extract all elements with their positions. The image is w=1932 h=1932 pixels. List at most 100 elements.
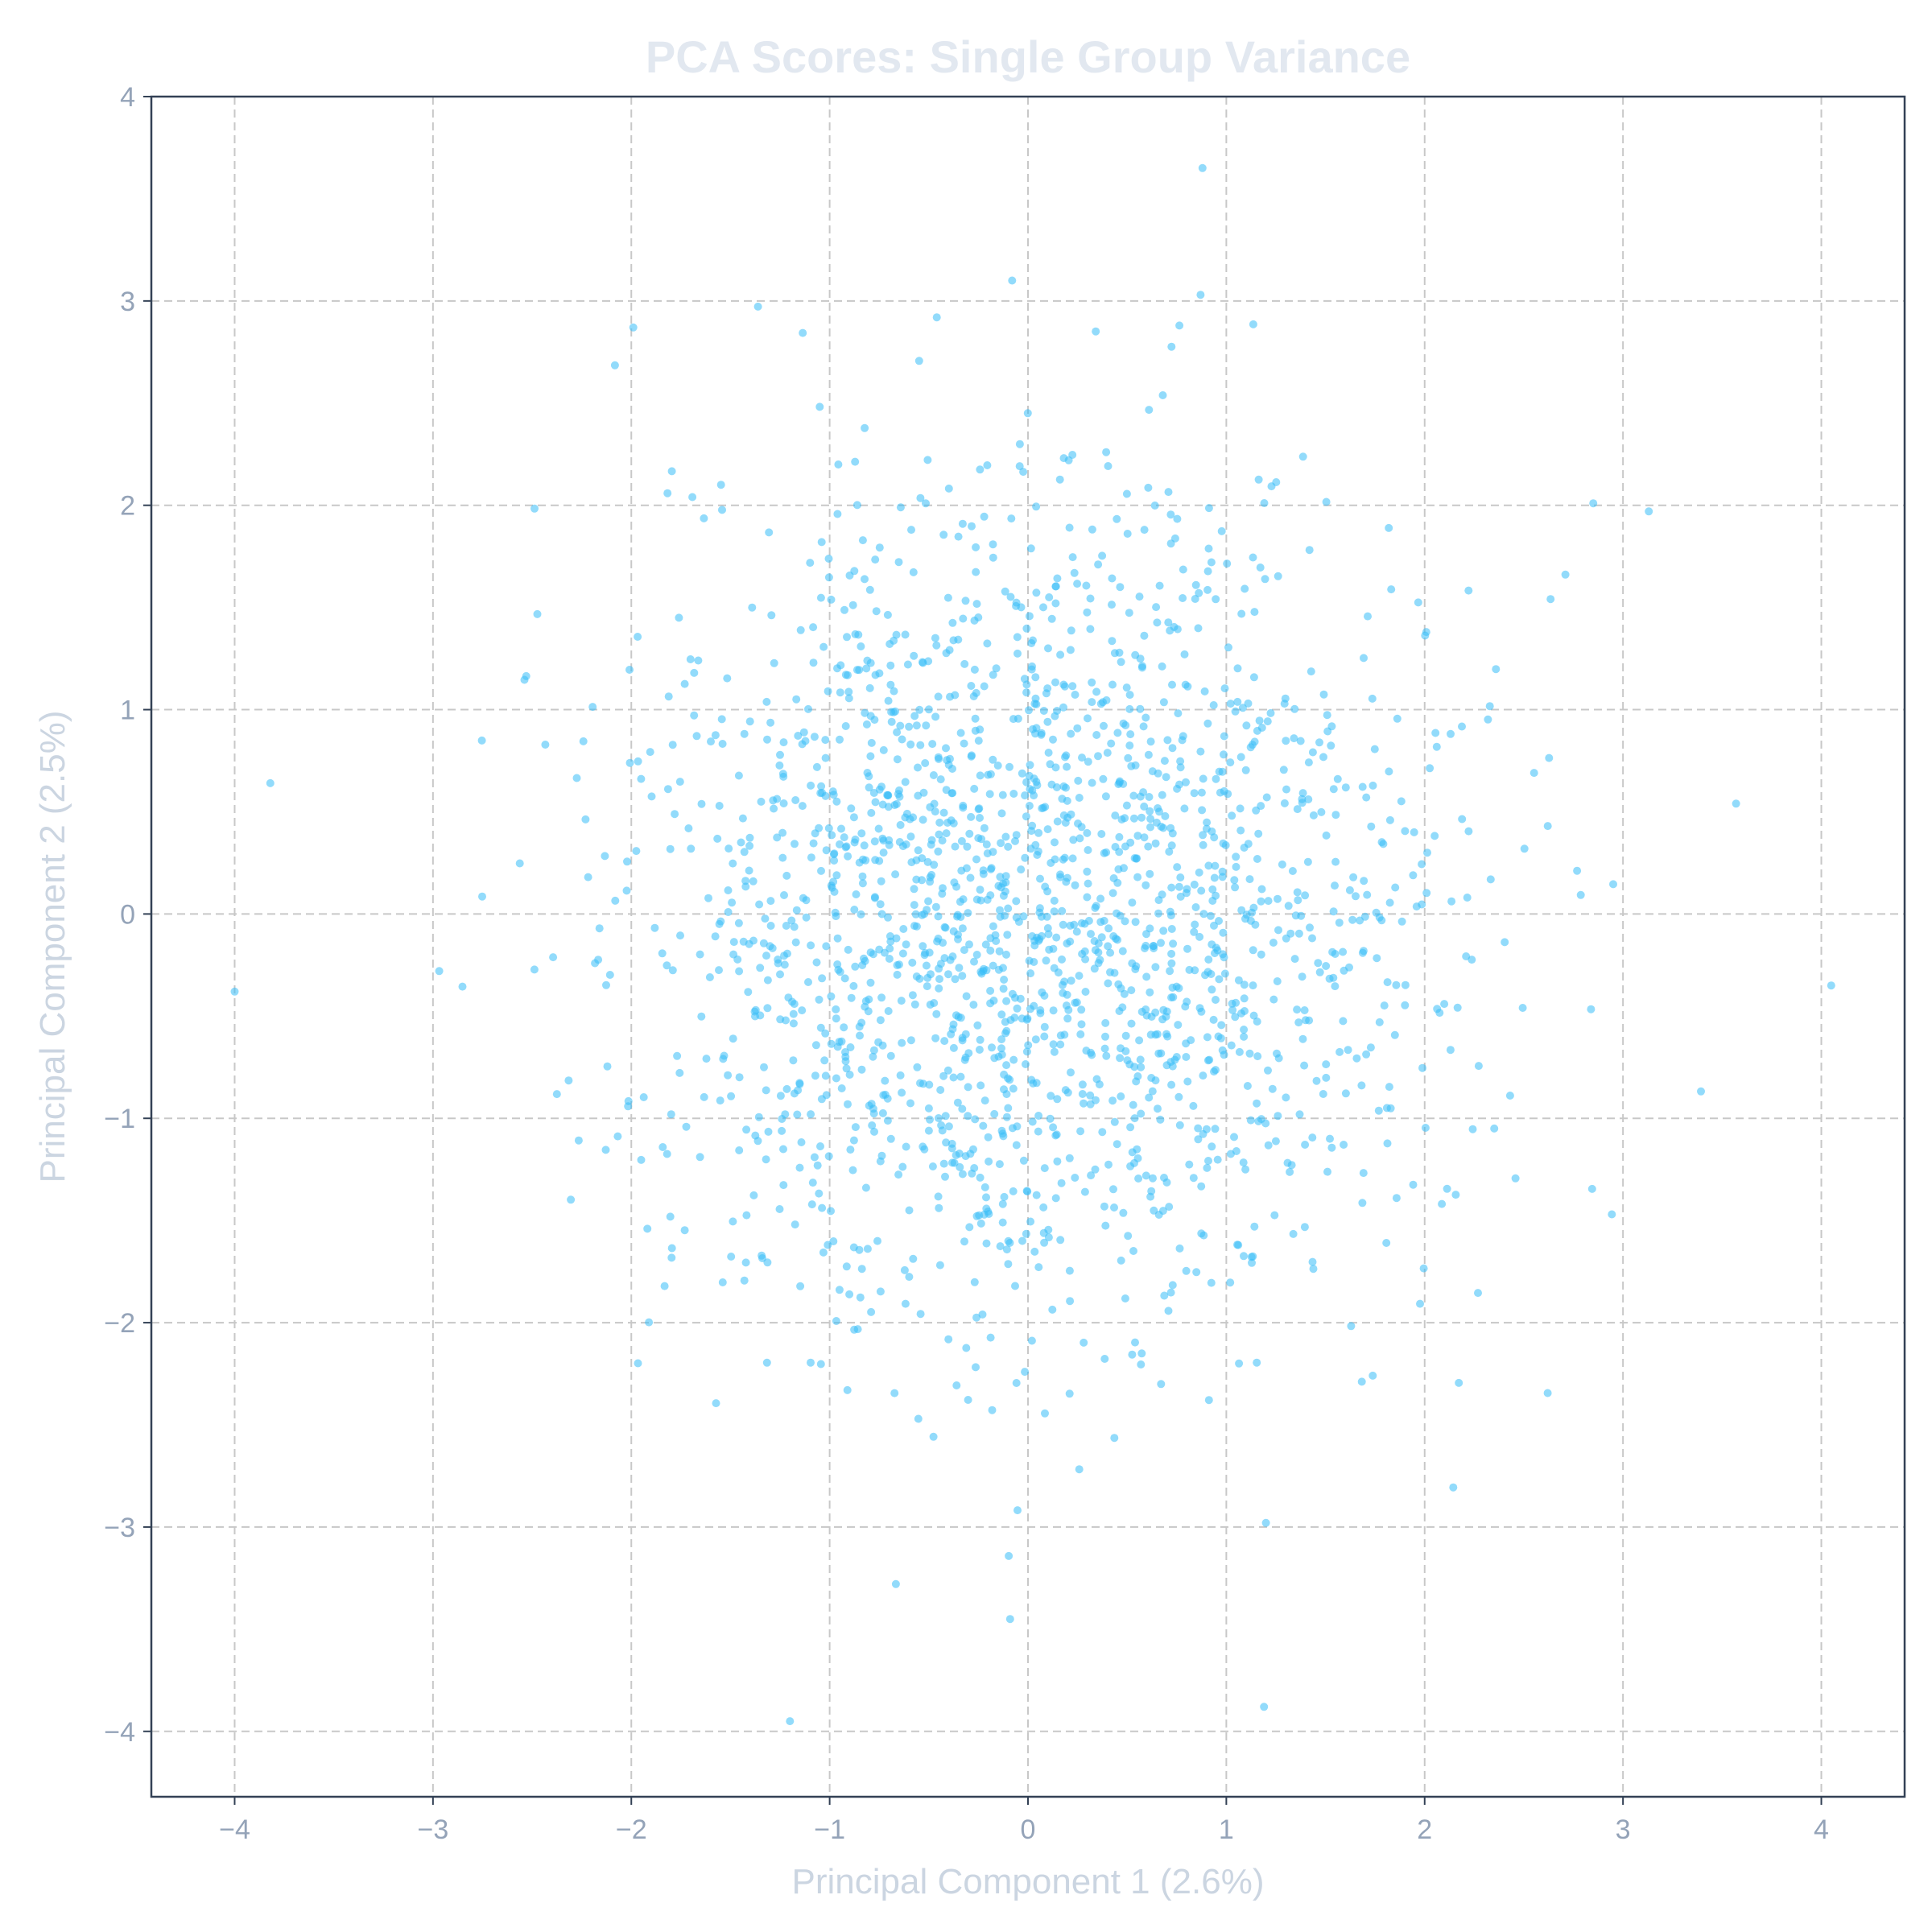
scatter-point	[1140, 631, 1149, 640]
scatter-point	[1443, 1184, 1451, 1193]
scatter-point	[1194, 624, 1203, 633]
scatter-point	[997, 1126, 1006, 1135]
scatter-point	[811, 1071, 819, 1080]
scatter-point	[1106, 948, 1115, 957]
scatter-point	[1458, 815, 1467, 824]
scatter-point	[1099, 774, 1108, 783]
scatter-point	[1274, 926, 1282, 935]
scatter-point	[1056, 1236, 1065, 1245]
scatter-point	[1138, 662, 1146, 671]
scatter-point	[1485, 702, 1494, 711]
scatter-point	[858, 872, 867, 881]
scatter-point	[1432, 742, 1441, 751]
scatter-point	[1362, 793, 1371, 802]
scatter-point	[928, 740, 937, 749]
scatter-point	[1204, 1396, 1213, 1405]
scatter-point	[989, 997, 998, 1005]
scatter-point	[782, 1016, 790, 1025]
scatter-point	[1115, 832, 1124, 841]
scatter-point	[622, 886, 631, 895]
scatter-point	[934, 912, 943, 921]
scatter-point	[1103, 749, 1112, 758]
scatter-point	[1061, 1086, 1070, 1095]
scatter-point	[1032, 1191, 1041, 1199]
scatter-point	[1044, 1233, 1053, 1242]
scatter-point	[1046, 1092, 1055, 1100]
scatter-point	[696, 1153, 704, 1162]
scatter-point	[1212, 1066, 1220, 1075]
scatter-point	[1130, 1158, 1138, 1167]
scatter-point	[1235, 1047, 1244, 1056]
scatter-point	[1423, 848, 1431, 857]
scatter-point	[1042, 956, 1051, 965]
scatter-point	[862, 664, 871, 673]
scatter-point	[867, 1307, 876, 1316]
scatter-point	[906, 740, 915, 749]
scatter-point	[1306, 923, 1314, 932]
scatter-point	[972, 600, 981, 609]
scatter-point	[1264, 897, 1273, 906]
scatter-point	[741, 877, 750, 886]
scatter-point	[1129, 1100, 1137, 1109]
scatter-point	[1013, 1004, 1022, 1013]
scatter-point	[1279, 766, 1288, 774]
scatter-point	[1022, 1229, 1030, 1238]
scatter-point	[1116, 911, 1125, 920]
scatter-point	[1002, 1061, 1011, 1070]
scatter-point	[1131, 1338, 1139, 1347]
scatter-point	[914, 791, 923, 800]
scatter-point	[958, 1104, 967, 1113]
scatter-point	[935, 830, 943, 839]
scatter-point	[1418, 860, 1426, 869]
scatter-point	[982, 1193, 990, 1202]
scatter-point	[811, 1041, 820, 1050]
scatter-point	[1451, 1191, 1460, 1199]
scatter-point	[821, 1029, 830, 1038]
scatter-point	[779, 1145, 787, 1154]
scatter-point	[905, 722, 914, 731]
scatter-point	[705, 973, 714, 981]
scatter-point	[1322, 962, 1331, 970]
scatter-point	[1146, 988, 1154, 997]
scatter-point	[668, 741, 677, 749]
scatter-point	[955, 1150, 964, 1158]
scatter-point	[1387, 585, 1396, 594]
scatter-point	[833, 1042, 842, 1051]
scatter-point	[1067, 1068, 1075, 1077]
scatter-point	[1118, 1003, 1127, 1012]
scatter-point	[1274, 1054, 1283, 1063]
scatter-point	[1126, 1123, 1135, 1132]
scatter-point	[1409, 1180, 1418, 1189]
scatter-point	[827, 1207, 835, 1216]
scatter-point	[1166, 824, 1175, 832]
scatter-point	[1174, 882, 1183, 891]
scatter-point	[1561, 570, 1570, 579]
y-tick-label: −4	[104, 1717, 135, 1748]
scatter-point	[1155, 581, 1164, 590]
scatter-point	[1028, 1117, 1037, 1126]
scatter-point	[1128, 1350, 1137, 1359]
scatter-point	[1043, 717, 1052, 726]
scatter-point	[1159, 927, 1168, 935]
scatter-point	[742, 1125, 751, 1134]
scatter-point	[931, 1034, 940, 1042]
scatter-point	[723, 674, 732, 683]
scatter-point	[927, 836, 936, 844]
scatter-point	[817, 538, 826, 547]
scatter-point	[958, 1170, 967, 1179]
scatter-point	[948, 618, 957, 627]
scatter-point	[757, 797, 766, 806]
scatter-point	[1190, 880, 1199, 889]
scatter-point	[926, 803, 935, 811]
scatter-point	[896, 820, 905, 829]
scatter-point	[988, 1043, 996, 1052]
scatter-point	[934, 1114, 943, 1122]
scatter-point	[1288, 867, 1297, 875]
scatter-point	[836, 735, 844, 744]
scatter-point	[1040, 1022, 1049, 1031]
scatter-point	[1063, 796, 1071, 805]
scatter-point	[1167, 1080, 1176, 1089]
scatter-point	[922, 499, 930, 508]
scatter-point	[858, 879, 867, 888]
scatter-point	[1317, 807, 1326, 816]
